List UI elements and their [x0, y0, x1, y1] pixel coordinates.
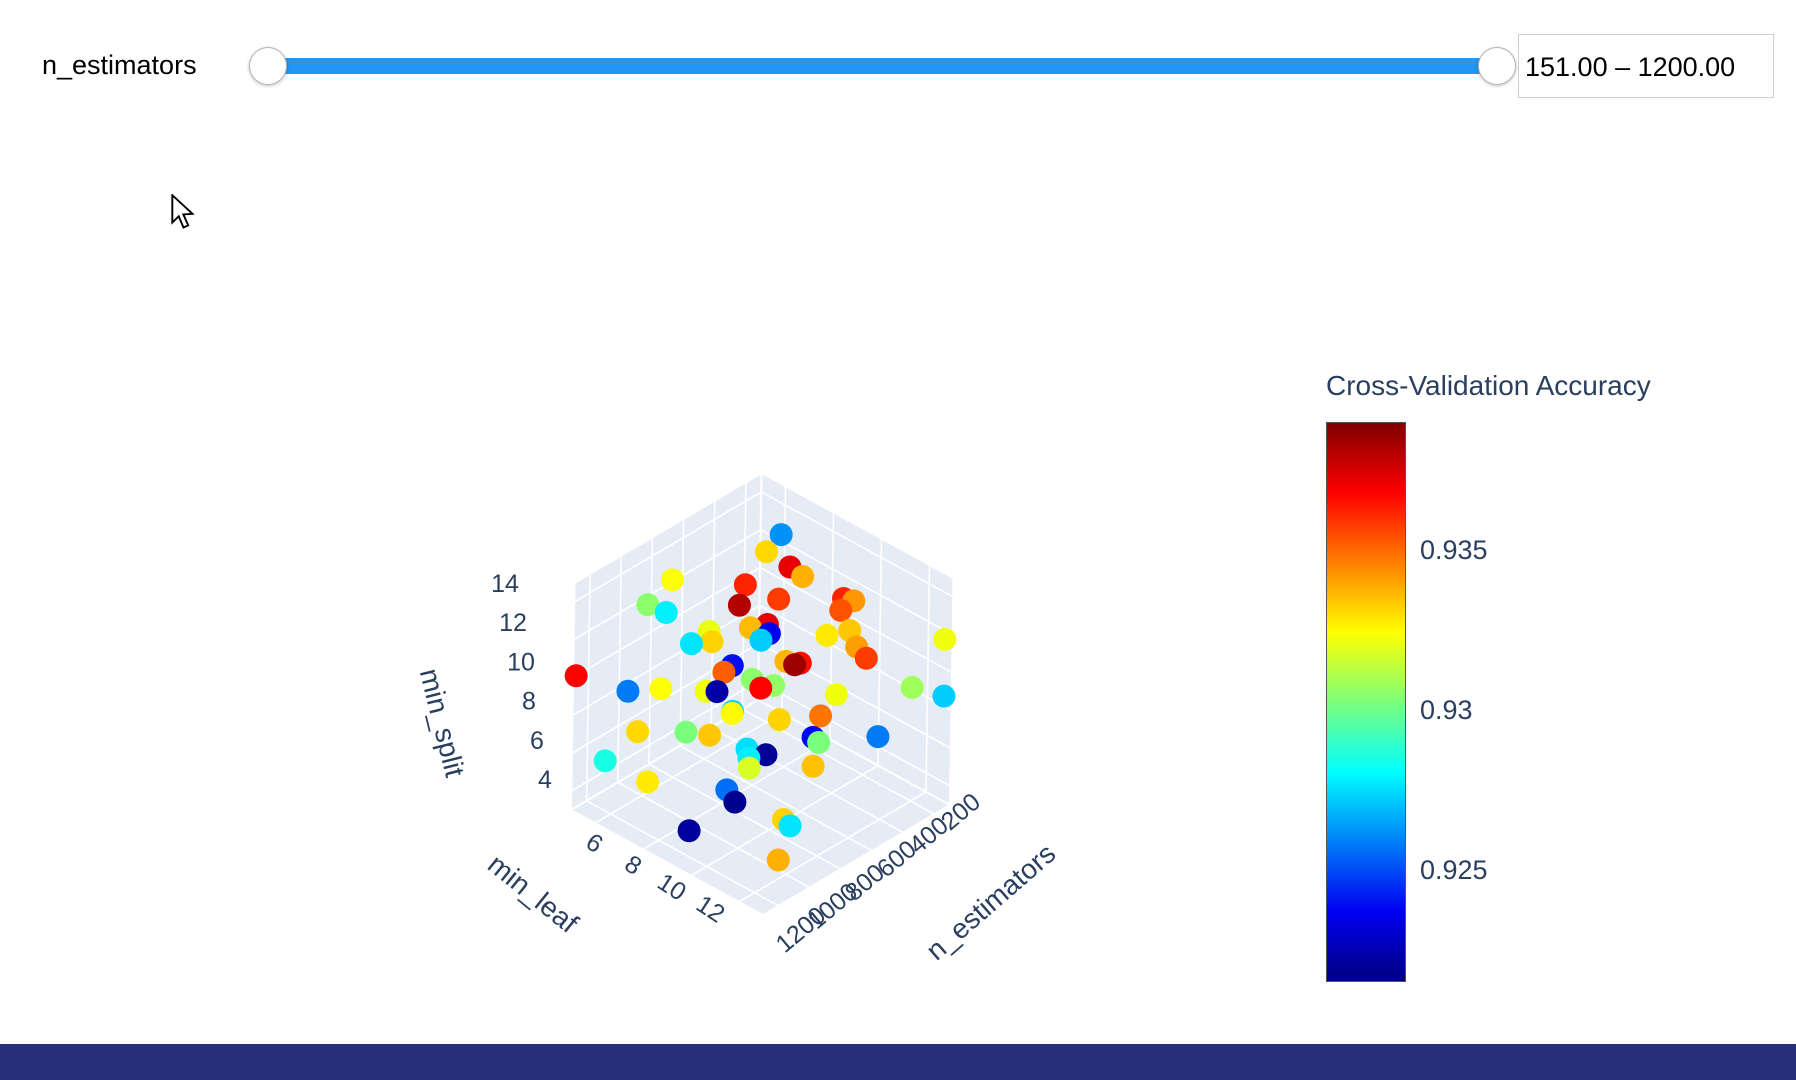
scatter-point[interactable]: [679, 632, 703, 656]
grid-line: [586, 800, 779, 907]
scatter-point[interactable]: [636, 593, 660, 617]
scatter-point[interactable]: [723, 790, 747, 814]
z-tick-label: 6: [530, 727, 544, 755]
scatter-point[interactable]: [749, 628, 773, 652]
scatter-point[interactable]: [705, 680, 729, 704]
scatter-point[interactable]: [766, 848, 790, 872]
colorbar-tick-label: 0.925: [1420, 855, 1488, 885]
scatter-point[interactable]: [824, 683, 848, 707]
scatter-point[interactable]: [626, 720, 650, 744]
y-tick-label: 6: [581, 828, 608, 859]
grid-line: [925, 564, 931, 792]
grid-line: [738, 791, 927, 903]
scatter-point[interactable]: [733, 573, 757, 597]
scatter-point[interactable]: [767, 708, 791, 732]
grid-line: [759, 566, 953, 674]
scatter-point[interactable]: [815, 623, 839, 647]
colorbar-tick-label: 0.935: [1420, 535, 1488, 565]
z-tick-label: 8: [522, 688, 536, 716]
grid-line: [594, 712, 783, 824]
scatter-point[interactable]: [900, 676, 924, 700]
grid-line: [573, 491, 762, 603]
grid-line: [760, 491, 954, 598]
grid-line: [572, 604, 760, 717]
slider-track[interactable]: [268, 58, 1497, 74]
scatter-point[interactable]: [660, 568, 684, 592]
z-tick-label: 4: [538, 766, 552, 794]
scatter-point[interactable]: [933, 627, 957, 651]
grid-line: [616, 555, 623, 783]
grid-line: [648, 537, 654, 765]
scatter-point[interactable]: [778, 814, 802, 838]
grid-line: [760, 529, 954, 636]
slider-readout: 151.00 – 1200.00: [1518, 34, 1774, 98]
scatter-point[interactable]: [866, 725, 890, 749]
scatter-point[interactable]: [737, 756, 761, 780]
slider-label: n_estimators: [42, 50, 197, 80]
grid-line: [585, 573, 591, 801]
scatter3d-plot[interactable]: 46810121468101220040060080010001200min_s…: [380, 430, 1140, 1010]
grid-line: [757, 680, 951, 787]
scatter-point[interactable]: [616, 679, 640, 703]
scatter-point[interactable]: [754, 743, 778, 767]
y-tick-label: 10: [652, 868, 691, 907]
mouse-cursor: [171, 194, 195, 229]
scatter-point[interactable]: [829, 598, 853, 622]
colorbar: [1326, 422, 1406, 982]
y-axis-title: min_leaf: [482, 848, 584, 939]
scatter-point[interactable]: [700, 630, 724, 654]
slider-handle-max[interactable]: [1478, 47, 1516, 85]
scatter-point[interactable]: [807, 731, 831, 755]
scatter-point[interactable]: [791, 565, 815, 588]
grid-line: [648, 763, 842, 870]
slider-handle-min[interactable]: [249, 47, 287, 85]
scatter-point[interactable]: [783, 653, 807, 677]
scatter-point[interactable]: [801, 754, 825, 778]
grid-line: [679, 518, 685, 746]
scatter-point[interactable]: [654, 601, 678, 625]
z-axis-title: min_split: [414, 665, 471, 780]
grid-line: [570, 680, 759, 792]
scatter-point[interactable]: [932, 684, 956, 708]
scatter-point[interactable]: [712, 660, 736, 684]
scatter-point[interactable]: [674, 720, 698, 744]
scatter-point[interactable]: [636, 770, 660, 794]
scatter-point[interactable]: [698, 723, 722, 747]
scatter-point[interactable]: [677, 819, 701, 843]
scatter-point[interactable]: [720, 702, 744, 725]
scatter-point[interactable]: [564, 664, 588, 688]
scatter-point[interactable]: [854, 646, 878, 670]
plot-floor: [568, 698, 953, 917]
scatter-point[interactable]: [809, 704, 833, 728]
scatter-point[interactable]: [767, 587, 791, 611]
scatter-point[interactable]: [769, 523, 793, 547]
grid-line: [679, 745, 873, 852]
scatter-point[interactable]: [649, 677, 673, 701]
colorbar-title: Cross-Validation Accuracy: [1326, 370, 1651, 401]
z-tick-label: 12: [499, 609, 527, 637]
z-tick-label: 14: [491, 570, 519, 598]
y-tick-label: 8: [620, 850, 647, 881]
y-tick-label: 12: [691, 890, 730, 929]
z-tick-label: 10: [507, 648, 535, 676]
scatter-point[interactable]: [749, 676, 773, 700]
scatter-point[interactable]: [593, 749, 617, 773]
scatter-point[interactable]: [754, 540, 778, 564]
x-axis-title: n_estimators: [920, 838, 1061, 967]
colorbar-tick-label: 0.93: [1420, 695, 1473, 725]
bottom-bar: [0, 1044, 1796, 1080]
scatter-point[interactable]: [727, 593, 751, 617]
